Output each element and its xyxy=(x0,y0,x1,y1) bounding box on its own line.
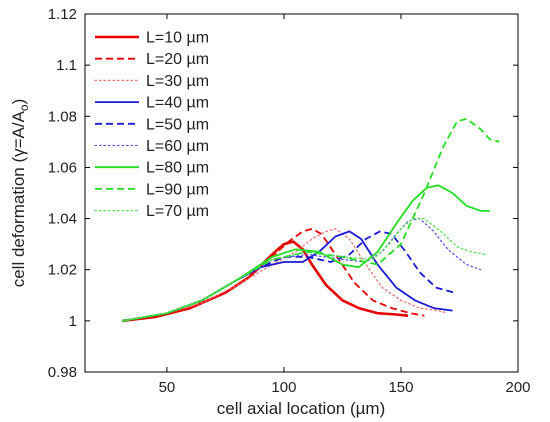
x-axis: 50 100 150 200 xyxy=(159,14,531,396)
legend-label-4: L=40 µm xyxy=(146,95,209,112)
plot-frame xyxy=(84,13,519,373)
series-line-9 xyxy=(121,217,486,322)
y-tick-label: 1.02 xyxy=(48,262,77,279)
legend-label-3: L=30 µm xyxy=(146,73,209,90)
y-tick-label: 1.12 xyxy=(48,6,77,23)
x-axis-label: cell axial location (µm) xyxy=(217,399,386,418)
y-tick-label: 1 xyxy=(69,313,77,330)
y-tick-label: 1.04 xyxy=(48,211,77,228)
legend-label-6: L=60 µm xyxy=(146,138,209,155)
y-axis: 0.98 1 1.02 1.04 1.06 1.08 1.1 1.12 xyxy=(48,6,518,381)
y-axis-label-subscript: o xyxy=(17,104,31,111)
legend-label-1: L=10 µm xyxy=(146,30,209,47)
legend: L=10 µm L=20 µm L=30 µm L=40 µm L=50 µm L=60 … xyxy=(94,30,209,220)
y-tick-label: 1.06 xyxy=(48,159,77,176)
series-line-1 xyxy=(122,240,409,323)
y-tick-label: 0.98 xyxy=(48,364,77,381)
x-tick-label: 100 xyxy=(271,379,296,396)
y-tick-label: 1.1 xyxy=(56,57,77,74)
x-tick-label: 50 xyxy=(159,379,176,396)
y-axis-label-main: cell deformation (γ=A/A xyxy=(9,110,28,287)
legend-label-9: L=70 µm xyxy=(146,203,209,220)
legend-label-5: L=50 µm xyxy=(146,116,209,133)
y-axis-label: cell deformation (γ=A/Ao) xyxy=(9,99,31,288)
x-tick-label: 150 xyxy=(388,379,413,396)
series-line-3 xyxy=(121,228,449,322)
series-line-2 xyxy=(122,227,425,322)
legend-label-8: L=90 µm xyxy=(146,181,209,198)
series-line-4 xyxy=(122,230,453,322)
y-tick-label: 1.08 xyxy=(48,108,77,125)
legend-label-7: L=80 µm xyxy=(146,160,209,177)
y-axis-label-close: ) xyxy=(9,99,28,105)
legend-label-2: L=20 µm xyxy=(146,51,209,68)
series-line-5 xyxy=(122,230,456,322)
series-line-6 xyxy=(121,217,482,322)
x-tick-label: 200 xyxy=(505,379,530,396)
series-line-8 xyxy=(122,117,500,322)
series-lines xyxy=(121,117,500,323)
